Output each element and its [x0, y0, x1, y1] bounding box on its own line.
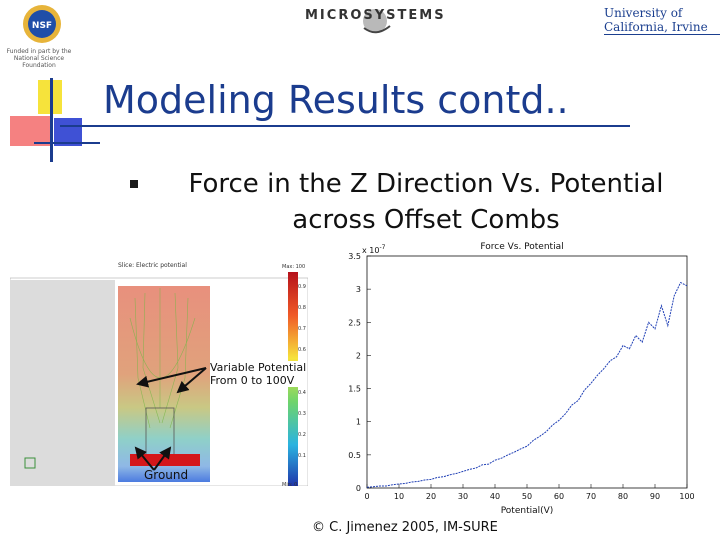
x-tick-label: 90	[650, 492, 660, 501]
simulation-title: Slice: Electric potential	[118, 262, 187, 269]
microsystems-logo	[363, 9, 391, 34]
footer-credit: © C. Jimenez 2005, IM-SURE	[312, 520, 498, 535]
slide-title: Modeling Results contd..	[103, 78, 569, 122]
colorbar-tick-label: 0.2	[298, 431, 306, 438]
x-ticks: 0 10 20 30 40 50 60 70 80 90 100	[364, 484, 695, 501]
nsf-caption: Funded in part by the National Science F…	[6, 48, 72, 69]
nsf-seal-rays	[23, 5, 61, 43]
ground-annotation: Ground	[144, 468, 189, 482]
y-tick-label: 2.5	[348, 318, 361, 327]
colorbar-tick-label: 0.6	[298, 347, 306, 354]
y-tick-label: 3	[356, 285, 361, 294]
x-tick-label: 30	[458, 492, 468, 501]
colorbar-min-label: Min: 0	[282, 482, 298, 488]
chart-exponent-label: x 10-7	[362, 244, 386, 255]
colorbar-tick-label: 0.4	[298, 389, 306, 396]
y-tick-label: 1.5	[348, 385, 361, 394]
plot-area	[366, 255, 688, 489]
y-tick-label: 0	[356, 484, 361, 493]
bullet-marker	[130, 180, 138, 188]
colorbar-max-label: Max: 100	[282, 264, 306, 270]
x-tick-label: 20	[426, 492, 436, 501]
colorbar-tick-label: 0.8	[298, 305, 306, 312]
x-axis-label: Potential(V)	[501, 506, 554, 516]
series-line	[366, 281, 688, 488]
x-tick-label: 0	[364, 492, 369, 501]
colorbar-tick-label: 0.1	[298, 452, 306, 459]
ground-electrode	[130, 454, 200, 466]
x-tick-label: 50	[522, 492, 532, 501]
microsystems-globe-icon	[363, 9, 387, 33]
y-tick-label: 1	[356, 418, 361, 427]
y-tick-label: 3.5	[348, 252, 361, 261]
title-rule	[60, 125, 630, 127]
variable-potential-line1: Variable Potential	[210, 361, 307, 374]
x-tick-label: 60	[554, 492, 564, 501]
colorbar-tick-label: 0.7	[298, 326, 306, 333]
chart-title: Force Vs. Potential	[480, 242, 563, 252]
y-ticks: 0 0.5 1 1.5 2 2.5 3 3.5	[348, 252, 371, 493]
colorbar-tick-label: 0.9	[298, 284, 306, 290]
axes-triad-icon	[24, 457, 36, 469]
microsystems-logo-text: MICROSYSTEMS	[305, 8, 446, 23]
x-tick-label: 80	[618, 492, 628, 501]
title-decoration	[10, 78, 100, 162]
potential-field-map	[118, 286, 210, 482]
variable-potential-line2: From 0 to 100V	[210, 374, 295, 387]
x-tick-label: 40	[490, 492, 500, 501]
y-tick-label: 2	[356, 351, 361, 360]
nsf-logo: NSF	[23, 5, 61, 43]
x-tick-label: 70	[586, 492, 596, 501]
nsf-seal-text: NSF	[32, 21, 52, 31]
force-vs-potential-chart: Force Vs. Potential x 10-7 0 0.5 1 1.5 2 2.5 3…	[348, 242, 695, 516]
x-tick-label: 10	[394, 492, 404, 501]
variable-potential-annotation: Variable Potential From 0 to 100V	[210, 361, 307, 387]
institution-name: University of California, Irvine	[604, 6, 720, 35]
y-tick-label: 0.5	[348, 451, 361, 460]
x-tick-label: 100	[679, 492, 694, 501]
colorbar-tick-label: 0.3	[298, 410, 306, 417]
bullet-text: Force in the Z Direction Vs. Potential a…	[188, 169, 664, 235]
